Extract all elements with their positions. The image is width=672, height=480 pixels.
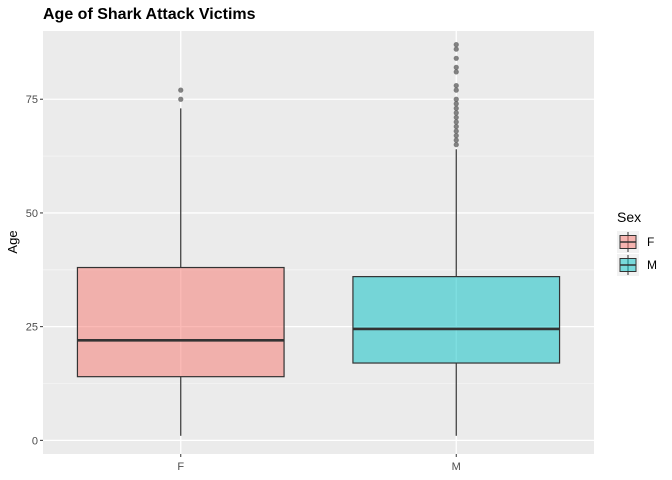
outlier-point (453, 42, 459, 48)
legend-title: Sex (617, 209, 641, 225)
legend-key-M (617, 254, 639, 276)
legend-label: F (647, 235, 654, 249)
outlier-point (453, 137, 459, 143)
y-tick-label: 75 (26, 94, 38, 106)
iqr-box (352, 276, 561, 364)
outlier-point (453, 82, 459, 89)
y-tick-label: 0 (32, 435, 38, 447)
outlier-point (453, 55, 459, 61)
outlier-point (453, 64, 459, 70)
box-F (76, 87, 285, 436)
iqr-box (76, 266, 285, 378)
chart-title: Age of Shark Attack Victims (43, 6, 256, 23)
boxes (76, 42, 561, 436)
y-ticks: 0 25 50 75 (26, 94, 43, 447)
outlier-point (453, 114, 459, 121)
x-tick-label: M (452, 461, 461, 473)
outlier-point (453, 105, 459, 111)
outlier-point (453, 101, 459, 107)
outlier-point (453, 123, 459, 130)
outlier-point (453, 69, 459, 75)
plot-panel (43, 31, 594, 454)
y-tick-label: 50 (26, 208, 38, 220)
outlier-point (453, 119, 459, 125)
x-tick-label: F (177, 461, 184, 473)
outlier-point (453, 96, 459, 102)
outlier-point (453, 142, 459, 148)
outlier-point (178, 87, 184, 93)
outlier-point (453, 110, 459, 116)
outlier-point (178, 96, 184, 102)
legend-key-F (617, 231, 639, 253)
box-M (352, 42, 561, 436)
y-axis-label: Age (5, 230, 20, 253)
legend: Sex FM (617, 209, 657, 276)
outlier-point (453, 87, 459, 93)
outlier-point (453, 128, 459, 134)
y-tick-label: 25 (26, 322, 38, 334)
outlier-point (453, 133, 459, 139)
legend-label: M (647, 258, 657, 272)
outlier-point (453, 46, 459, 52)
